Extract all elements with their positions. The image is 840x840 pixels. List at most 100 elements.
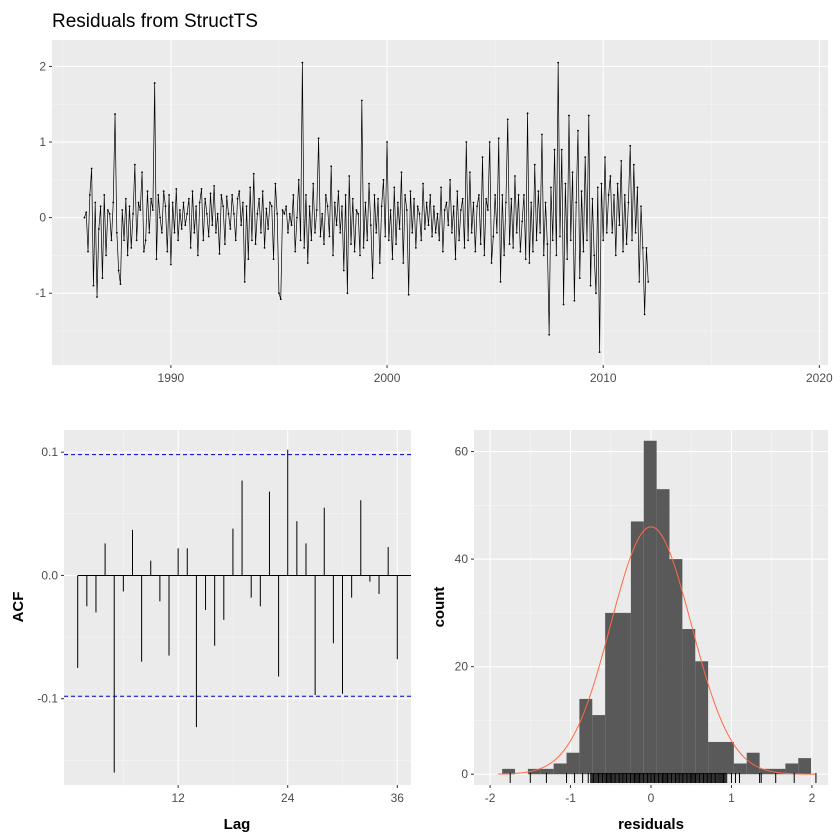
residual-point bbox=[432, 205, 435, 208]
residual-point bbox=[126, 254, 129, 257]
residual-point bbox=[389, 209, 392, 211]
residual-point bbox=[180, 228, 183, 230]
residual-point bbox=[551, 239, 554, 242]
residual-point bbox=[550, 186, 552, 189]
normal-density-curve bbox=[498, 526, 816, 775]
residual-point bbox=[287, 231, 289, 234]
residual-point bbox=[238, 190, 241, 193]
residual-point bbox=[478, 194, 480, 196]
residual-point bbox=[168, 194, 170, 196]
residual-point bbox=[144, 239, 147, 242]
residual-point bbox=[375, 231, 378, 234]
acf-y-tick-label: 0.1 bbox=[41, 445, 58, 459]
residual-point bbox=[436, 212, 439, 215]
residual-point bbox=[634, 231, 637, 234]
residual-point bbox=[629, 144, 632, 147]
residual-point bbox=[373, 194, 376, 196]
residual-point bbox=[141, 171, 143, 174]
residual-point bbox=[341, 205, 343, 208]
residual-point bbox=[96, 296, 98, 298]
ts-x-tick-label: 2010 bbox=[590, 371, 617, 385]
acf-x-tick-label: 36 bbox=[391, 791, 405, 805]
residual-point bbox=[256, 212, 259, 215]
residual-point bbox=[195, 205, 198, 208]
residual-point bbox=[393, 186, 396, 189]
residual-point bbox=[481, 156, 484, 159]
residual-point bbox=[150, 197, 152, 200]
residual-point bbox=[512, 246, 515, 249]
ts-x-tick-label: 2020 bbox=[806, 371, 833, 385]
residual-point bbox=[279, 298, 282, 301]
residual-point bbox=[314, 231, 316, 234]
hist-y-tick-label: 0 bbox=[461, 767, 468, 781]
residual-point bbox=[103, 194, 106, 196]
residual-point bbox=[211, 224, 214, 227]
ts-y-tick-label: 2 bbox=[39, 59, 46, 73]
residual-point bbox=[542, 254, 545, 257]
residual-point bbox=[215, 231, 217, 234]
residual-point bbox=[305, 194, 307, 196]
residual-point bbox=[632, 163, 635, 166]
residual-point bbox=[530, 201, 533, 204]
acf-y-tick-label: -0.1 bbox=[37, 692, 58, 706]
residual-point bbox=[288, 212, 291, 215]
residual-point bbox=[398, 228, 401, 230]
residual-point bbox=[539, 231, 542, 234]
residual-point bbox=[225, 195, 228, 198]
residual-point bbox=[595, 292, 597, 295]
residual-point bbox=[587, 114, 590, 117]
residual-point bbox=[283, 212, 286, 215]
residual-point bbox=[602, 239, 605, 242]
residual-point bbox=[182, 201, 185, 204]
residual-point bbox=[88, 194, 91, 196]
residual-point bbox=[560, 148, 563, 151]
histogram-bar bbox=[630, 521, 644, 775]
residual-point bbox=[324, 194, 327, 196]
residual-point bbox=[447, 224, 450, 227]
residual-point bbox=[638, 280, 641, 283]
histogram-bar bbox=[605, 612, 619, 775]
histogram-bar bbox=[720, 741, 734, 775]
residual-point bbox=[548, 333, 551, 336]
residual-point bbox=[128, 205, 131, 208]
histogram-bar bbox=[772, 768, 786, 775]
residual-point bbox=[515, 231, 518, 234]
ts-y-tick-label: 0 bbox=[39, 211, 46, 225]
residual-point bbox=[404, 194, 406, 196]
residual-point bbox=[173, 231, 176, 234]
hist-y-tick-label: 40 bbox=[455, 552, 469, 566]
residual-point bbox=[438, 239, 441, 242]
residual-point bbox=[130, 246, 133, 249]
residual-point bbox=[326, 205, 329, 208]
residual-point bbox=[445, 201, 448, 204]
residual-point bbox=[132, 212, 134, 215]
residual-point bbox=[114, 113, 116, 115]
residual-point bbox=[582, 250, 585, 253]
residual-point bbox=[294, 250, 297, 253]
acf-y-tick-label: 0.0 bbox=[41, 568, 58, 582]
residual-point bbox=[586, 239, 588, 242]
residual-point bbox=[427, 224, 430, 227]
residual-point bbox=[519, 250, 522, 253]
residual-point bbox=[496, 231, 498, 234]
residual-point bbox=[396, 201, 399, 204]
residual-point bbox=[452, 205, 455, 208]
residual-point bbox=[459, 209, 462, 211]
residual-point bbox=[123, 239, 125, 242]
hist-x-tick-label: 1 bbox=[728, 791, 735, 805]
residual-point bbox=[213, 184, 216, 187]
residual-point bbox=[133, 163, 136, 166]
residual-point bbox=[249, 186, 252, 189]
residual-point bbox=[559, 235, 561, 238]
residual-point bbox=[454, 258, 457, 261]
residual-point bbox=[492, 235, 495, 238]
residual-point bbox=[155, 258, 158, 261]
residual-point bbox=[458, 239, 460, 242]
residual-point bbox=[456, 190, 459, 193]
residual-point bbox=[521, 220, 524, 223]
acf-y-axis-label: ACF bbox=[10, 592, 27, 623]
residual-point bbox=[487, 209, 489, 211]
residual-point bbox=[640, 205, 642, 208]
residual-point bbox=[189, 246, 192, 249]
residual-point bbox=[85, 211, 88, 214]
